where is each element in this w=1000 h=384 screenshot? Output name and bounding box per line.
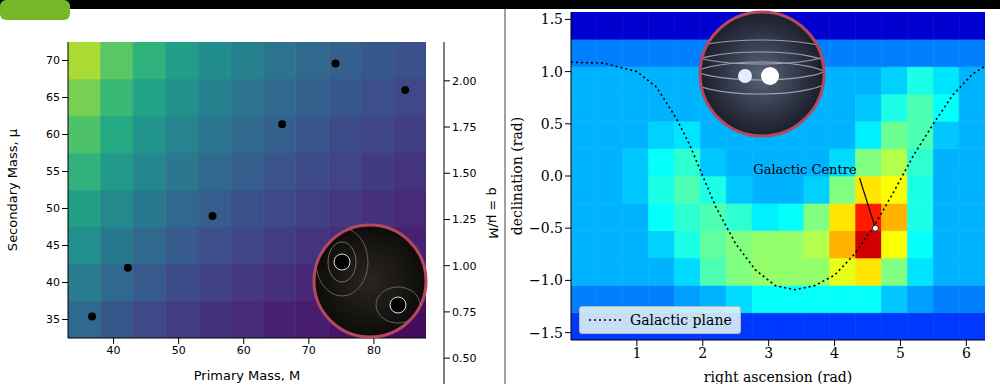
svg-text:60: 60 — [237, 344, 251, 357]
svg-text:−1.5: −1.5 — [529, 325, 563, 341]
svg-text:4: 4 — [830, 345, 839, 361]
svg-text:2: 2 — [698, 345, 707, 361]
svg-text:40: 40 — [107, 344, 121, 357]
svg-text:6: 6 — [962, 345, 971, 361]
svg-text:Primary Mass, M: Primary Mass, M — [194, 368, 301, 383]
svg-text:1.0: 1.0 — [541, 64, 563, 80]
svg-text:50: 50 — [46, 202, 60, 215]
svg-text:1.75: 1.75 — [452, 121, 477, 134]
svg-text:right ascension (rad): right ascension (rad) — [704, 369, 852, 384]
svg-text:1.5: 1.5 — [541, 11, 563, 27]
svg-text:0.50: 0.50 — [452, 352, 477, 365]
svg-text:3: 3 — [764, 345, 773, 361]
svg-text:55: 55 — [46, 165, 60, 178]
svg-text:40: 40 — [46, 276, 60, 289]
svg-text:−1.0: −1.0 — [529, 272, 563, 288]
svg-text:1.25: 1.25 — [452, 213, 477, 226]
svg-text:70: 70 — [302, 344, 316, 357]
svg-text:60: 60 — [46, 128, 60, 141]
svg-text:q = μ/M: q = μ/M — [486, 187, 500, 238]
svg-text:−0.5: −0.5 — [529, 220, 563, 236]
svg-text:0.75: 0.75 — [452, 306, 477, 319]
svg-text:80: 80 — [367, 344, 381, 357]
svg-text:Secondary Mass, μ: Secondary Mass, μ — [5, 129, 20, 251]
svg-text:5: 5 — [896, 345, 905, 361]
svg-text:0.0: 0.0 — [541, 168, 563, 184]
svg-text:70: 70 — [46, 54, 60, 67]
svg-text:0.5: 0.5 — [541, 116, 563, 132]
html-text:Galactic plane: Galactic plane — [630, 312, 732, 328]
svg-text:35: 35 — [46, 313, 60, 326]
svg-text:1.50: 1.50 — [452, 167, 477, 180]
svg-text:declination (rad): declination (rad) — [509, 117, 525, 235]
svg-text:1.00: 1.00 — [452, 260, 477, 273]
svg-text:65: 65 — [46, 91, 60, 104]
svg-text:45: 45 — [46, 239, 60, 252]
svg-text:2.00: 2.00 — [452, 75, 477, 88]
svg-text:50: 50 — [172, 344, 186, 357]
svg-text:1: 1 — [632, 345, 641, 361]
svg-text:Galactic Centre: Galactic Centre — [753, 162, 857, 177]
